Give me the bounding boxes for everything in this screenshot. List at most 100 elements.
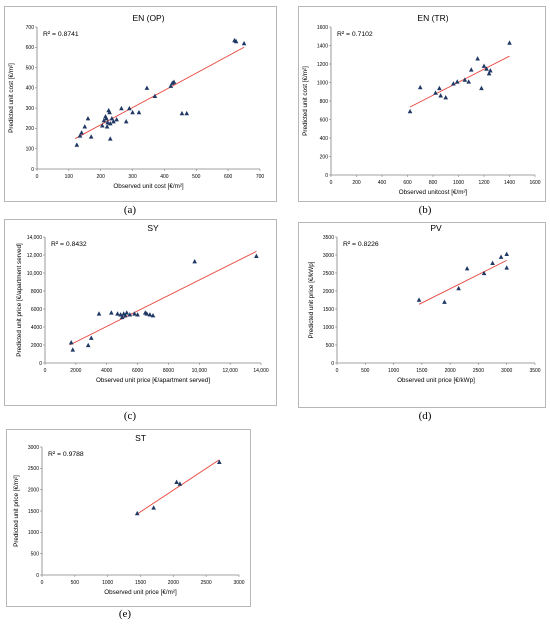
y-tick-label: 3000 [323, 253, 334, 259]
y-tick-label: 400 [320, 136, 329, 142]
x-tick-label: 500 [71, 580, 80, 586]
x-tick-label: 3000 [501, 368, 512, 374]
chart-panel-b: EN (TR) 0 200 400 600 800 1000 1200 1400 1600 0 200… [298, 6, 546, 202]
y-axis-label: Predicted unit price [€/apartment served… [16, 243, 23, 357]
data-point [127, 312, 133, 317]
data-point [111, 119, 116, 124]
y-tick-label: 12,000 [27, 253, 43, 259]
x-tick-label: 700 [256, 174, 265, 180]
y-tick-label: 0 [331, 361, 334, 367]
data-point [144, 85, 150, 90]
x-tick-label: 500 [361, 368, 370, 374]
chart-svg-b: EN (TR) 0 200 400 600 800 1000 1200 1400 1600 0 200… [302, 13, 541, 196]
data-point [184, 110, 190, 116]
y-tick-label: 1000 [323, 325, 334, 331]
y-tick-label: 300 [26, 106, 35, 112]
data-point [150, 313, 156, 318]
r-squared-label: R² = 0.8226 [343, 241, 379, 248]
x-tick-label: 2000 [70, 368, 81, 374]
x-tick-label: 12,000 [222, 368, 238, 374]
data-point [109, 115, 115, 121]
trend-line [418, 259, 507, 305]
x-tick-label: 400 [378, 180, 387, 186]
y-tick-label: 1400 [317, 43, 328, 49]
data-point [490, 260, 495, 265]
data-point [466, 79, 471, 84]
x-tick-label: 0 [36, 174, 39, 180]
data-point [498, 254, 504, 259]
data-point [107, 136, 113, 141]
x-axis-label: Observed unit price [€/m²] [104, 589, 177, 596]
data-point [475, 56, 480, 61]
caption-c: (c) [123, 410, 137, 422]
data-point [122, 313, 128, 318]
y-tick-label: 100 [26, 147, 35, 153]
data-point [468, 67, 474, 72]
data-point [456, 285, 461, 291]
data-point [416, 297, 422, 302]
data-point [96, 311, 102, 316]
data-point [504, 251, 510, 256]
x-tick-label: 0 [330, 180, 333, 186]
y-tick-label: 1500 [28, 509, 39, 515]
data-point [119, 105, 124, 111]
x-tick-label: 400 [160, 174, 169, 180]
data-point [433, 90, 438, 95]
data-point [107, 121, 113, 126]
y-tick-label: 400 [26, 86, 35, 92]
y-tick-label: 500 [26, 65, 35, 71]
data-point [135, 312, 140, 317]
trend-line [409, 55, 510, 108]
y-axis-label: Predicted unit cost [€/m²] [302, 66, 309, 136]
data-point [192, 259, 197, 264]
data-point [114, 117, 119, 122]
chart-svg-d: PV 0 500 1000 1500 2000 2500 3000 3500 0 500 1000 15… [308, 223, 541, 384]
y-axis-label: Predicted unit price [€/m²] [13, 475, 20, 547]
data-point [123, 119, 129, 124]
data-point [484, 66, 489, 71]
x-tick-label: 800 [429, 180, 438, 186]
y-tick-label: 3000 [28, 445, 39, 451]
data-point [437, 85, 442, 91]
y-tick-label: 6000 [31, 307, 42, 313]
y-tick-label: 14,000 [27, 235, 43, 241]
data-point [451, 81, 456, 86]
data-point [85, 115, 91, 121]
r-squared-label: R² = 0.8741 [43, 31, 79, 38]
data-point [464, 266, 470, 271]
data-point [241, 40, 247, 46]
x-axis-label: Observed unitcost [€/m²] [399, 189, 468, 196]
data-point [74, 142, 80, 147]
data-point [171, 79, 177, 84]
x-tick-label: 200 [352, 180, 361, 186]
trend-line [75, 46, 245, 139]
caption-b: (b) [418, 204, 432, 216]
y-tick-label: 2500 [323, 271, 334, 277]
chart-title: EN (TR) [417, 13, 448, 23]
data-point [168, 83, 174, 88]
y-tick-label: 2000 [28, 487, 39, 493]
data-point [454, 79, 460, 84]
x-tick-label: 3500 [529, 368, 540, 374]
data-point [417, 84, 423, 90]
y-tick-label: 200 [320, 154, 329, 160]
y-tick-label: 1600 [317, 25, 328, 31]
x-tick-label: 3000 [233, 580, 244, 586]
x-tick-label: 2500 [201, 580, 212, 586]
y-tick-label: 0 [325, 173, 328, 179]
x-tick-label: 1600 [529, 180, 540, 186]
data-point [151, 505, 156, 510]
chart-svg-e: ST 0 500 1000 1500 2000 2500 3000 0 500 1000 1500 20… [13, 433, 245, 596]
chart-panel-c: SY 0 2000 4000 6000 8000 10,000 12,000 14,000 0 20… [4, 219, 277, 406]
y-tick-label: 1200 [317, 62, 328, 68]
y-tick-label: 200 [26, 126, 35, 132]
data-point [130, 109, 135, 115]
x-tick-label: 1000 [388, 368, 399, 374]
x-tick-label: 300 [128, 174, 137, 180]
x-tick-label: 2000 [168, 580, 179, 586]
x-axis-label: Observed unit price [€/kWp] [397, 377, 475, 384]
chart-panel-a: EN (OP) 0 100 200 300 400 500 600 700 0 100 200 300 4… [4, 6, 277, 202]
data-point [254, 253, 259, 258]
y-tick-label: 1000 [28, 530, 39, 536]
data-point [488, 68, 493, 73]
